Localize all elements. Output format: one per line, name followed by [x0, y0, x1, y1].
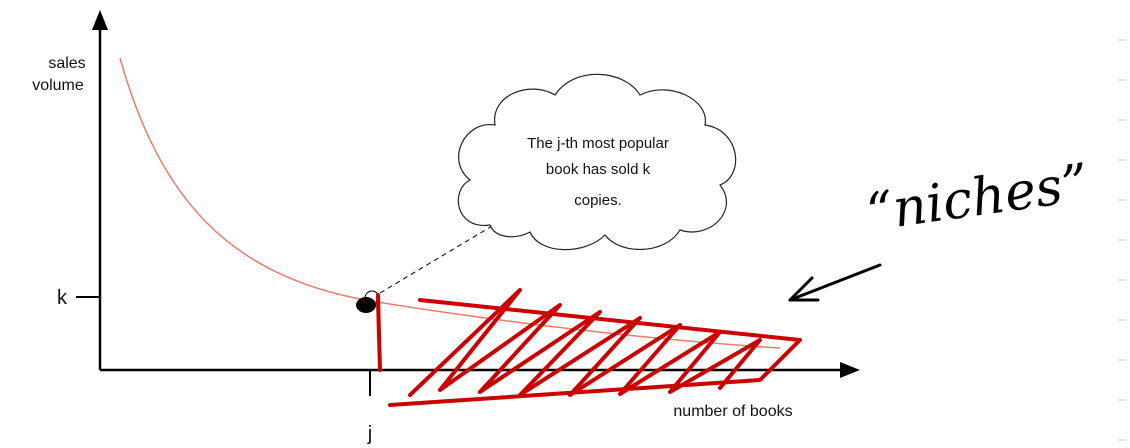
x-axis-label: number of books	[673, 403, 792, 420]
annotation-arrow	[788, 263, 882, 302]
annotation: “niches”	[863, 153, 1093, 244]
callout-text: The j-th most popular	[527, 135, 669, 152]
callout-text: book has sold k	[546, 161, 651, 178]
callout-text: copies.	[574, 192, 622, 209]
k-label: k	[57, 287, 68, 309]
y-axis-label: sales	[48, 55, 85, 72]
edge-ticks	[1118, 39, 1126, 441]
y-axis-label: volume	[32, 77, 84, 94]
niche-scribble	[376, 288, 802, 407]
callout-cloud	[457, 73, 737, 251]
callout-pointer	[379, 225, 493, 294]
x-arrow	[840, 362, 860, 378]
y-arrow	[92, 10, 108, 30]
j-label: j	[367, 423, 372, 445]
point	[356, 297, 376, 313]
